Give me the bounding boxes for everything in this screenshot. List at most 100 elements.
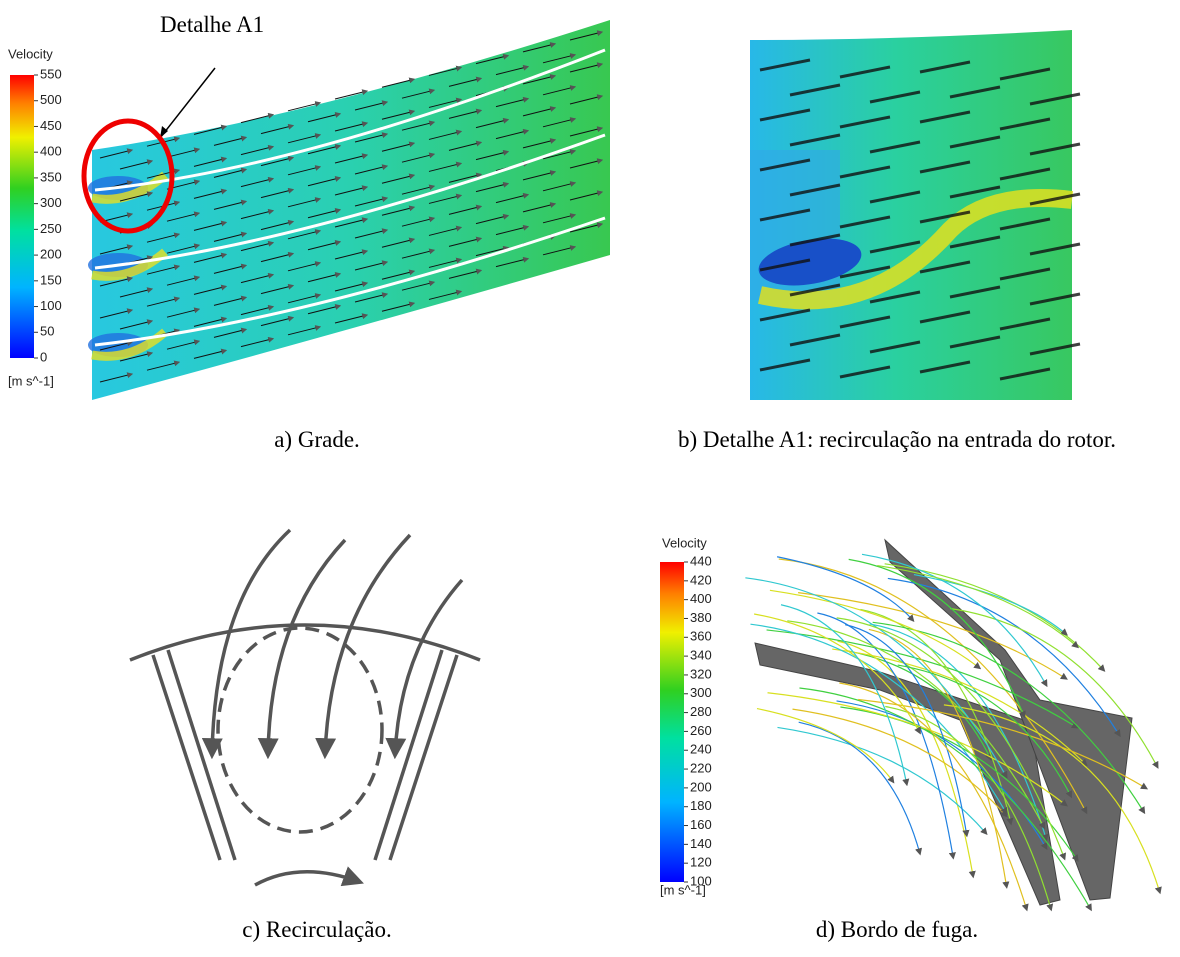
colorbar-unit: [m s^-1] — [8, 373, 54, 388]
vector — [999, 317, 1051, 331]
velocity-vectors — [99, 30, 604, 383]
vector — [193, 220, 228, 231]
vector — [99, 372, 134, 383]
vector — [428, 225, 463, 236]
streamline — [776, 556, 915, 623]
vector — [542, 181, 577, 192]
vector — [119, 351, 154, 362]
vector — [448, 140, 483, 151]
streamline — [839, 682, 1029, 912]
vector — [759, 58, 811, 72]
vector — [448, 108, 483, 119]
colorbar-tick-label: 100 — [40, 298, 62, 313]
vector — [240, 336, 275, 348]
colorbar-unit: [m s^-1] — [660, 882, 706, 897]
vector — [260, 155, 295, 167]
streamline — [858, 698, 1149, 790]
colorbar-tick-label: 180 — [690, 798, 712, 813]
colorbar-tick-label: 350 — [40, 169, 62, 184]
vector — [999, 367, 1051, 381]
streamline — [766, 629, 1079, 729]
vector — [166, 307, 201, 318]
recirculation-diagram — [129, 528, 481, 887]
colorbar-tick-label: 160 — [690, 817, 712, 832]
vector — [146, 296, 181, 307]
vector — [949, 85, 1001, 99]
colorbar-tick-label: 200 — [690, 779, 712, 794]
vector — [193, 124, 228, 135]
colorbar-tick-label: 420 — [690, 572, 712, 587]
vector — [307, 144, 342, 155]
vector — [569, 126, 604, 137]
vector — [1029, 92, 1081, 106]
colorbar-tick-label: 340 — [690, 648, 712, 663]
vector — [401, 184, 436, 195]
vector — [119, 191, 154, 202]
colorbar-tick-label: 140 — [690, 836, 712, 851]
vector — [869, 240, 921, 254]
vector — [401, 152, 436, 163]
vector — [240, 272, 275, 284]
vector — [240, 176, 275, 188]
vector — [569, 62, 604, 73]
vector — [119, 319, 154, 330]
vector — [789, 333, 841, 347]
vector — [401, 248, 436, 259]
vector — [542, 53, 577, 64]
streamline — [845, 624, 970, 838]
streamline — [798, 592, 1068, 680]
vector — [949, 285, 1001, 299]
caption: c) Recirculação. — [242, 917, 392, 942]
streamline — [913, 574, 1068, 636]
vector — [448, 204, 483, 215]
colorbar-tick-label: 300 — [40, 195, 62, 210]
vector — [334, 249, 369, 260]
vector — [949, 335, 1001, 349]
colorbar-tick-label: 380 — [690, 610, 712, 625]
vector — [475, 53, 510, 65]
streamline — [767, 692, 1068, 807]
colorbar-tick-label: 550 — [40, 66, 62, 81]
vector — [999, 167, 1051, 181]
vector — [146, 360, 181, 371]
vector — [307, 304, 342, 315]
vector — [354, 228, 389, 239]
vector — [919, 110, 971, 124]
streamline — [837, 640, 976, 879]
vector — [287, 101, 322, 112]
streamline — [756, 708, 895, 784]
vector — [213, 167, 248, 178]
colorbar-tick-label: 450 — [40, 118, 62, 133]
vector — [240, 240, 275, 252]
velocity-field — [92, 20, 610, 400]
vector — [999, 217, 1051, 231]
colorbar-tick-label: 220 — [690, 760, 712, 775]
vector — [99, 276, 134, 287]
vector — [839, 265, 891, 279]
vector — [166, 147, 201, 158]
vector — [789, 233, 841, 247]
vector — [542, 149, 577, 160]
vector — [495, 96, 530, 108]
vector — [789, 283, 841, 297]
vector — [193, 284, 228, 295]
vector — [999, 67, 1051, 81]
vector — [213, 327, 248, 338]
callout-arrow — [159, 67, 216, 139]
colorbar-tick-label: 200 — [40, 247, 62, 262]
vector — [448, 268, 483, 279]
colorbar-tick-label: 240 — [690, 742, 712, 757]
vector — [839, 215, 891, 229]
vector — [569, 94, 604, 105]
vector — [759, 108, 811, 122]
callout-arrowhead — [160, 126, 168, 138]
detail-vectors — [759, 58, 1081, 381]
streamline — [780, 604, 910, 787]
streamline — [777, 726, 988, 836]
vector — [381, 141, 416, 152]
streamline — [861, 553, 1048, 688]
vector — [354, 260, 389, 271]
vector — [240, 208, 275, 220]
vector — [260, 123, 295, 135]
vector — [287, 325, 322, 336]
